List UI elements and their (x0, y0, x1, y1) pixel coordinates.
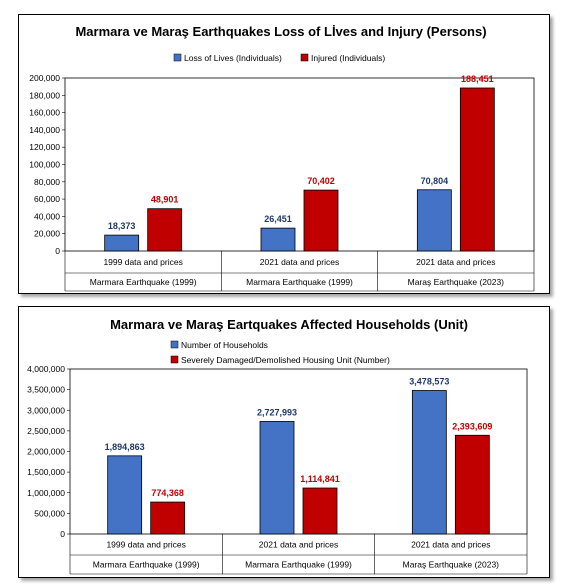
bar-2 (147, 208, 183, 252)
y-tick-label: 160,000 (29, 108, 60, 118)
legend-label-2: Severely Damaged/Demolished Housing Unit… (181, 355, 390, 365)
y-tick-label: 3,500,000 (27, 385, 65, 395)
legend-label-2: Injured (Individuals) (311, 53, 385, 63)
group-label: Marmara Earthquake (1999) (90, 277, 197, 287)
y-tick-label: 140,000 (29, 125, 60, 135)
chart-title: Marmara ve Maraş Eartquakes Affected Hou… (110, 317, 468, 332)
legend-swatch-2 (170, 355, 179, 364)
y-tick-label: 0 (60, 529, 65, 539)
y-tick-label: 1,500,000 (27, 467, 65, 477)
bar-2 (454, 434, 490, 535)
data-label: 3,478,573 (409, 377, 449, 387)
category-label: 2021 data and prices (416, 257, 495, 267)
y-tick-label: 20,000 (34, 229, 60, 239)
y-tick-label: 120,000 (29, 142, 60, 152)
bar-2 (303, 189, 339, 252)
bar-1 (416, 189, 452, 252)
y-tick-label: 60,000 (34, 194, 60, 204)
data-label: 70,804 (421, 176, 449, 186)
category-label: 1999 data and prices (103, 257, 182, 267)
y-tick-label: 0 (55, 246, 60, 256)
category-label: 2021 data and prices (260, 257, 339, 267)
group-label: Marmara Earthquake (1999) (245, 560, 352, 570)
y-tick-label: 100,000 (29, 160, 60, 170)
legend-swatch-1 (173, 53, 182, 62)
bar-1 (411, 390, 447, 535)
data-label: 18,373 (108, 221, 136, 231)
y-tick-label: 180,000 (29, 90, 60, 100)
bar-1 (104, 234, 140, 252)
casualties-chart: Marmara ve Maraş Earthquakes Loss of Lİv… (29, 24, 535, 292)
chart-title: Marmara ve Maraş Earthquakes Loss of Lİv… (75, 24, 486, 39)
group-label: Marmara Earthquake (1999) (246, 277, 353, 287)
bar-1 (107, 455, 143, 535)
y-tick-label: 40,000 (34, 211, 60, 221)
data-label: 2,393,609 (452, 421, 492, 431)
data-label: 1,114,841 (300, 474, 340, 484)
group-label: Marmara Earthquake (1999) (93, 560, 200, 570)
bar-2 (302, 487, 338, 535)
data-label: 2,727,993 (257, 407, 297, 417)
category-label: 2021 data and prices (411, 540, 490, 550)
bar-2 (150, 501, 186, 535)
group-label: Maraş Earthquake (2023) (408, 277, 505, 287)
y-tick-label: 500,000 (34, 508, 65, 518)
legend-swatch-1 (170, 340, 179, 349)
category-label: 1999 data and prices (106, 540, 185, 550)
legend-label-1: Loss of Lives (Individuals) (184, 53, 282, 63)
y-tick-label: 200,000 (29, 73, 60, 83)
data-label: 26,451 (264, 214, 292, 224)
chart-panel-casualties: Marmara ve Maraş Earthquakes Loss of Lİv… (18, 14, 550, 294)
y-tick-label: 80,000 (34, 177, 60, 187)
y-tick-label: 3,000,000 (27, 405, 65, 415)
bar-2 (459, 87, 495, 252)
data-label: 774,368 (151, 488, 184, 498)
households-chart: Marmara ve Maraş Eartquakes Affected Hou… (27, 317, 528, 575)
bar-1 (259, 421, 295, 535)
legend-swatch-2 (300, 53, 309, 62)
category-label: 2021 data and prices (259, 540, 338, 550)
chart-panel-households: Marmara ve Maraş Eartquakes Affected Hou… (18, 306, 550, 578)
bar-1 (260, 227, 296, 252)
y-tick-label: 4,000,000 (27, 364, 65, 374)
y-tick-label: 2,500,000 (27, 426, 65, 436)
y-tick-label: 2,000,000 (27, 447, 65, 457)
data-label: 70,402 (307, 176, 335, 186)
legend-label-1: Number of Households (181, 340, 268, 350)
y-tick-label: 1,000,000 (27, 488, 65, 498)
data-label: 1,894,863 (105, 442, 145, 452)
group-label: Maraş Earthquake (2023) (403, 560, 500, 570)
data-label: 188,451 (461, 74, 494, 84)
data-label: 48,901 (151, 195, 179, 205)
